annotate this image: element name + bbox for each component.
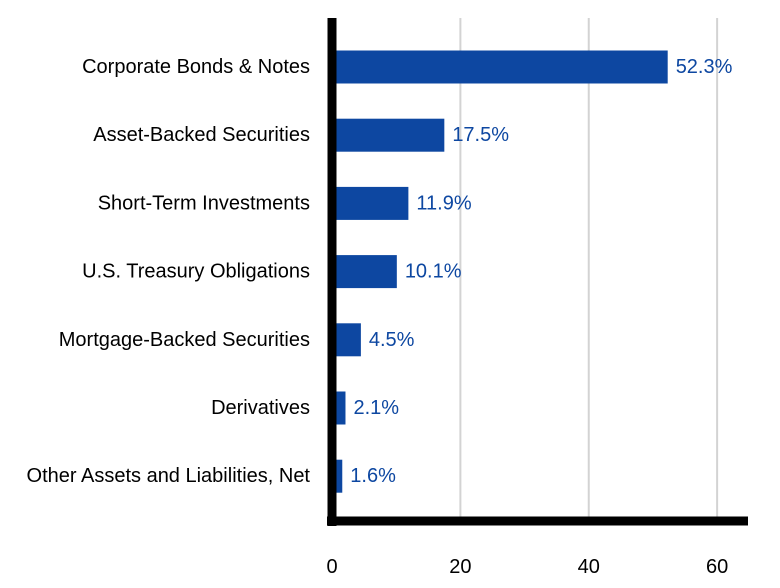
bar-2 bbox=[336, 186, 409, 220]
category-labels: Corporate Bonds & Notes Asset-Backed Secu… bbox=[27, 56, 311, 487]
category-label: U.S. Treasury Obligations bbox=[82, 261, 310, 283]
x-tick-label: 0 bbox=[326, 556, 337, 578]
value-labels: 52.3% 17.5% 11.9% 10.1% 4.5% 2.1% 1.6% bbox=[350, 56, 732, 487]
value-label: 11.9% bbox=[416, 192, 471, 214]
category-label: Mortgage-Backed Securities bbox=[59, 329, 310, 351]
x-tick-labels: 0 20 40 60 bbox=[326, 556, 728, 578]
bar-1 bbox=[336, 118, 445, 152]
bar-4 bbox=[336, 323, 361, 357]
grid-lines bbox=[459, 18, 719, 521]
category-label: Asset-Backed Securities bbox=[93, 124, 310, 146]
bars bbox=[336, 50, 668, 493]
x-tick-label: 60 bbox=[706, 556, 728, 578]
value-label: 1.6% bbox=[350, 465, 396, 487]
category-label: Short-Term Investments bbox=[98, 192, 310, 214]
category-label: Other Assets and Liabilities, Net bbox=[27, 465, 311, 487]
x-tick-label: 40 bbox=[578, 556, 600, 578]
value-label: 17.5% bbox=[452, 124, 509, 146]
value-label: 2.1% bbox=[353, 397, 399, 419]
category-label: Derivatives bbox=[211, 397, 310, 419]
value-label: 52.3% bbox=[676, 56, 733, 78]
bar-3 bbox=[336, 255, 397, 289]
value-label: 10.1% bbox=[405, 261, 462, 283]
bar-0 bbox=[336, 50, 668, 84]
bar-6 bbox=[336, 459, 343, 493]
x-tick-label: 20 bbox=[449, 556, 471, 578]
axes bbox=[327, 18, 748, 526]
category-label: Corporate Bonds & Notes bbox=[82, 56, 310, 78]
value-label: 4.5% bbox=[369, 329, 415, 351]
bar-5 bbox=[336, 391, 346, 425]
